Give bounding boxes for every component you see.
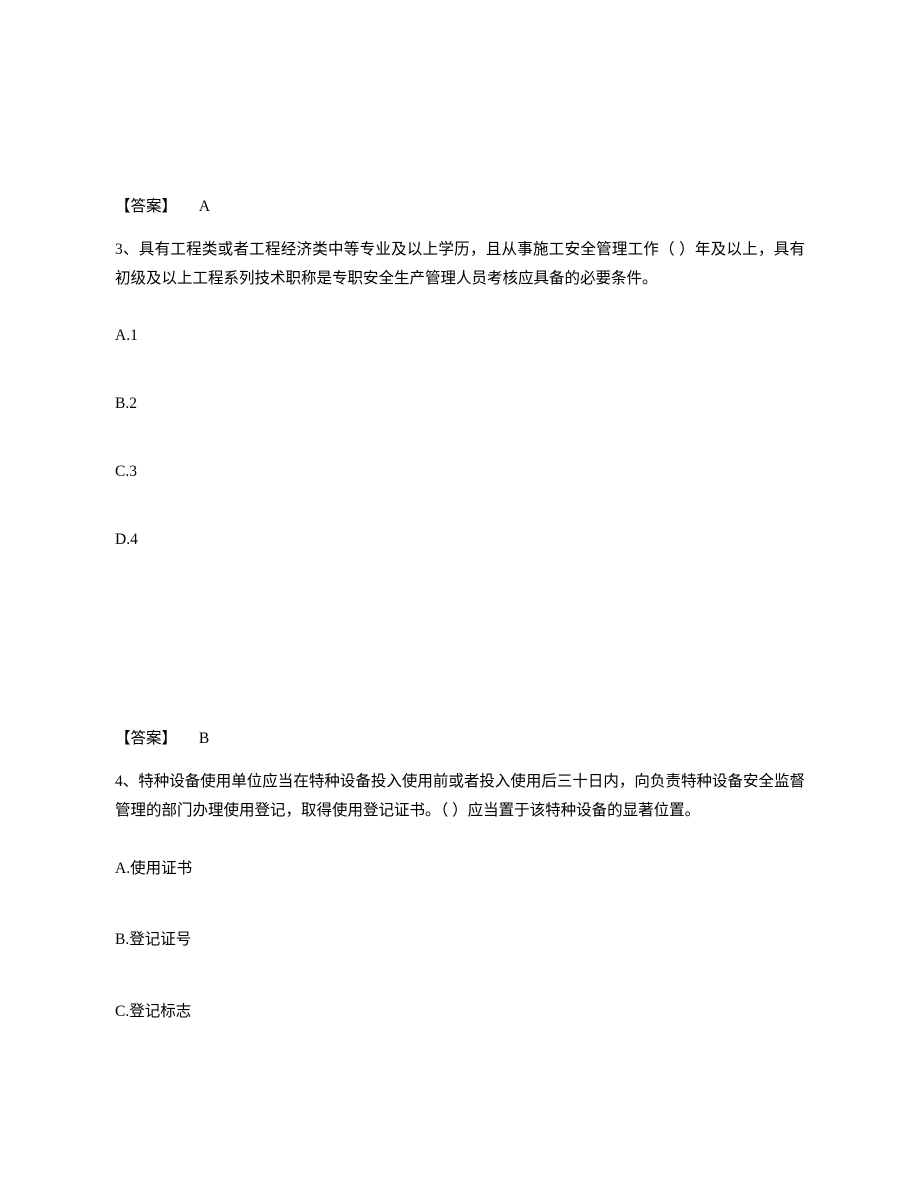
- spacer: [115, 582, 805, 727]
- question-3-option-c: C.3: [115, 460, 805, 483]
- question-4-option-b: B.登记证号: [115, 928, 805, 951]
- question-4-prefix: 4、: [115, 773, 138, 790]
- question-3-option-a: A.1: [115, 324, 805, 347]
- question-3: 3、具有工程类或者工程经济类中等专业及以上学历，且从事施工安全管理工作（ ）年及…: [115, 236, 805, 551]
- answer-block-3: 【答案】 B: [115, 727, 805, 750]
- answer-label: 【答案】: [115, 730, 177, 747]
- answer-letter: A: [199, 198, 210, 215]
- question-4-body: 特种设备使用单位应当在特种设备投入使用前或者投入使用后三十日内，向负责特种设备安…: [115, 773, 805, 819]
- question-3-option-b: B.2: [115, 392, 805, 415]
- answer-block-2: 【答案】 A: [115, 195, 805, 218]
- question-3-option-d: D.4: [115, 528, 805, 551]
- question-4-text: 4、特种设备使用单位应当在特种设备投入使用前或者投入使用后三十日内，向负责特种设…: [115, 768, 805, 825]
- answer-label: 【答案】: [115, 198, 177, 215]
- question-4: 4、特种设备使用单位应当在特种设备投入使用前或者投入使用后三十日内，向负责特种设…: [115, 768, 805, 1023]
- question-3-body: 具有工程类或者工程经济类中等专业及以上学历，且从事施工安全管理工作（ ）年及以上…: [115, 241, 805, 287]
- question-3-prefix: 3、: [115, 241, 139, 258]
- question-4-option-c: C.登记标志: [115, 1000, 805, 1023]
- question-3-text: 3、具有工程类或者工程经济类中等专业及以上学历，且从事施工安全管理工作（ ）年及…: [115, 236, 805, 293]
- answer-letter: B: [199, 730, 209, 747]
- question-4-option-a: A.使用证书: [115, 857, 805, 880]
